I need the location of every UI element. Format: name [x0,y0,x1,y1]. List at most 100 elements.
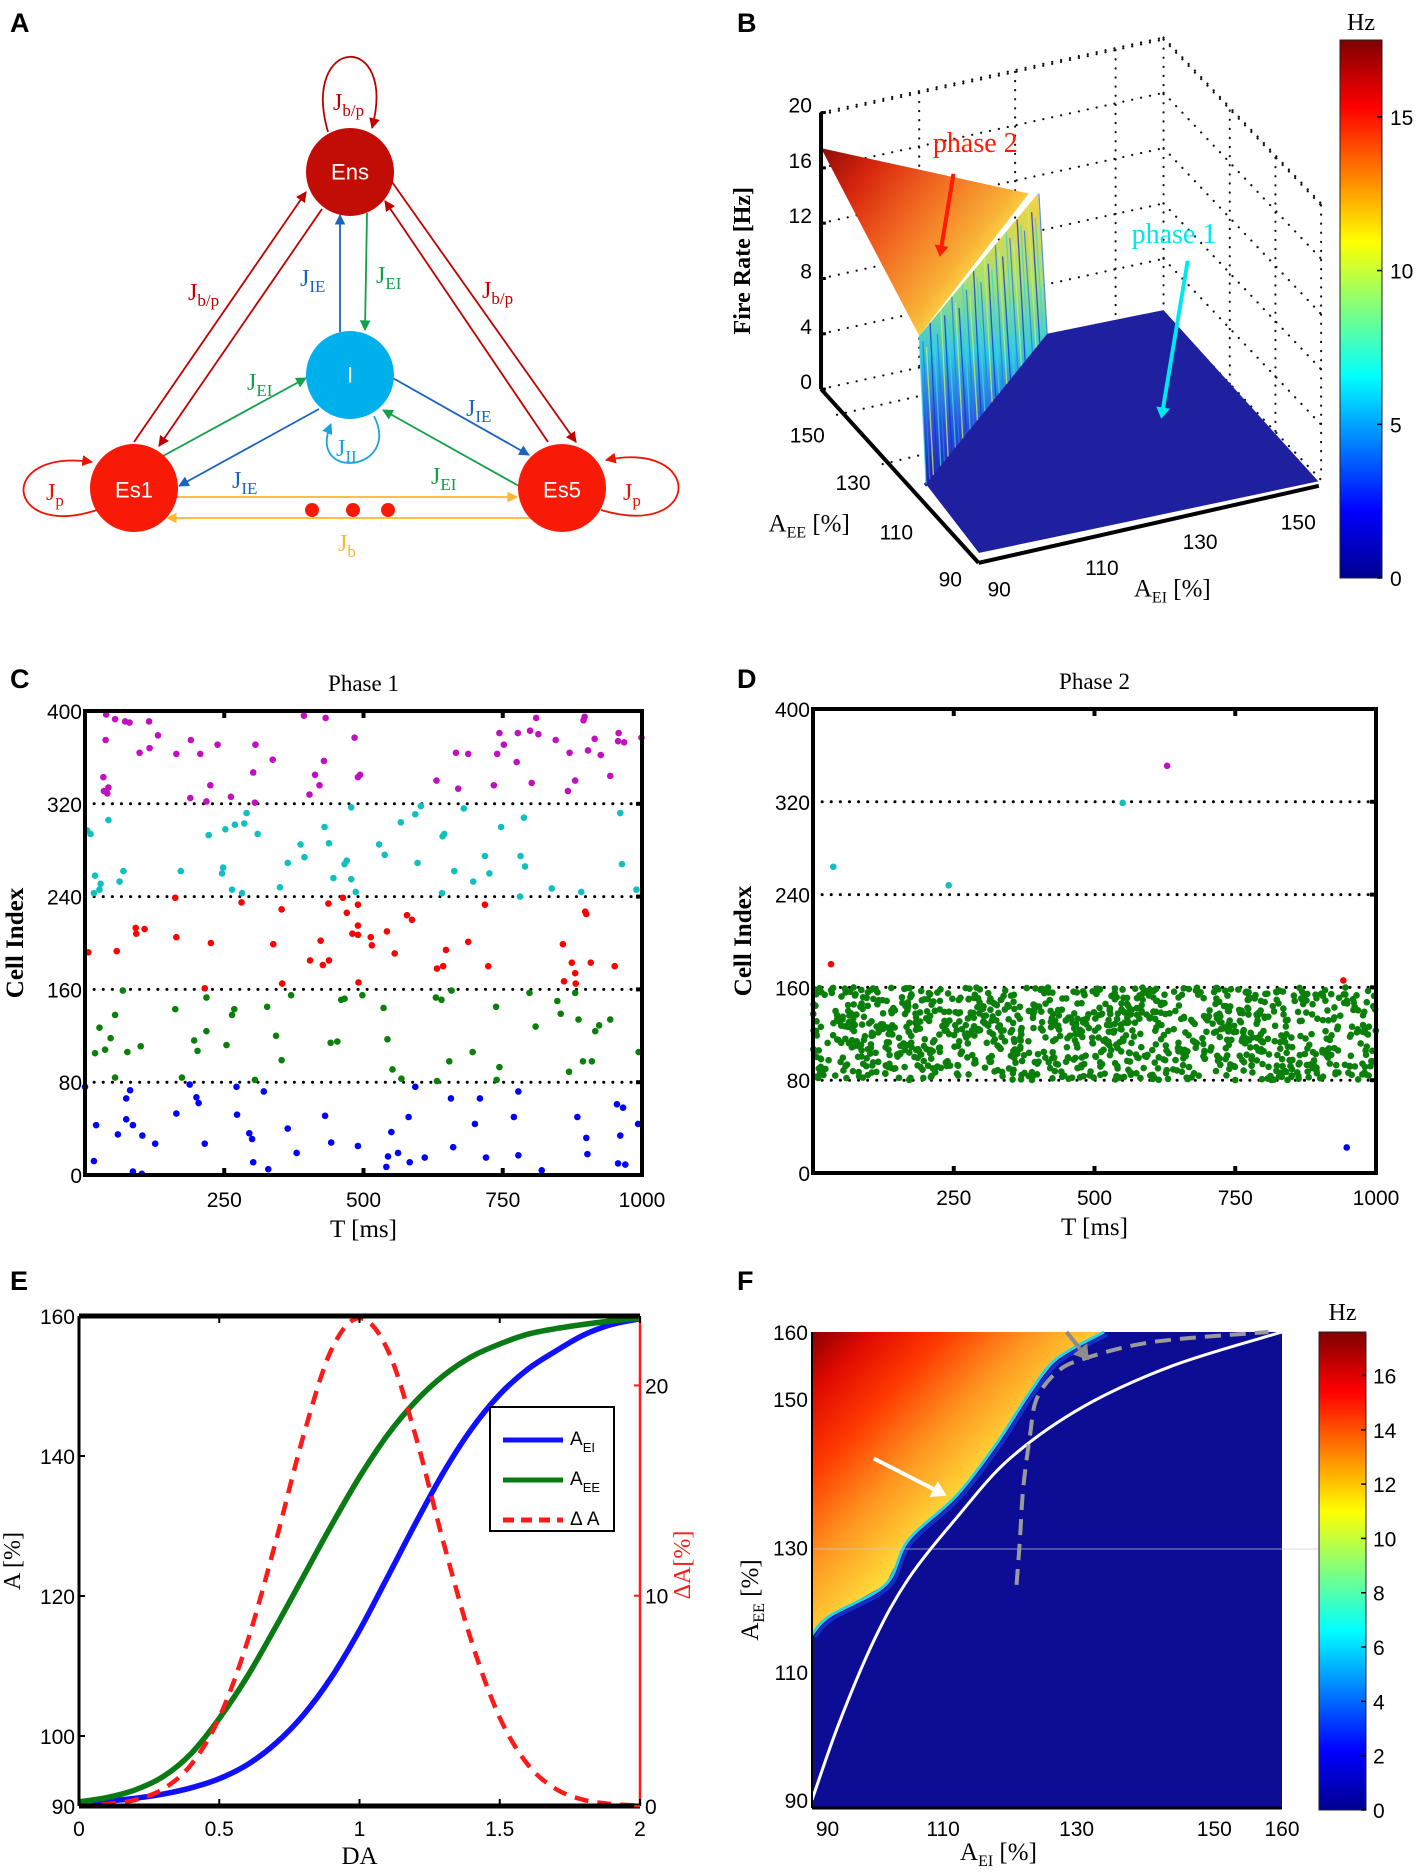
spike-point [497,823,505,831]
spike-point [1348,1023,1356,1031]
spike-point [988,1052,996,1060]
spike-point [1058,1068,1065,1075]
spike-point [1029,1014,1037,1022]
spike-point [96,1024,103,1031]
spike-point [264,1165,272,1173]
spike-point [841,985,849,992]
spike-point [201,984,209,992]
spike-point [1097,1063,1104,1070]
spike-point [848,1044,856,1051]
label-main: J [300,266,309,292]
spike-point [1190,1069,1198,1077]
spike-point [1010,1035,1018,1043]
spike-point [334,1038,341,1045]
spike-point [583,910,590,918]
x-tick-label: 1000 [1353,1187,1400,1210]
spike-group [827,960,1347,984]
spike-point [231,821,239,828]
spike-point [1346,1063,1354,1070]
spike-point [1199,1034,1206,1042]
spike-point [1340,991,1348,998]
self-loop-ens [322,55,380,133]
spike-point [620,739,628,746]
spike-point [272,1032,280,1040]
spike-point [983,1039,991,1047]
spike-point [132,930,140,938]
y-tick-label: 0 [798,1163,810,1186]
spike-point [1098,1010,1106,1017]
grid-line [1162,312,1323,482]
spike-line [965,289,975,425]
spike-point [1336,1012,1344,1020]
spike-point [1216,1061,1224,1069]
spike-point [917,1051,925,1058]
spike-point [1278,1055,1286,1063]
spike-point [611,962,619,970]
spike-point [1280,1011,1287,1018]
spike-point [990,1038,997,1045]
spike-point [970,1014,978,1022]
edge-es5-to-ens [384,200,549,443]
z-tick-label: 8 [800,260,812,283]
spike-point [394,1149,402,1157]
spike-line [962,284,971,430]
spike-point [926,1012,934,1020]
surface-phase-1-plane [923,310,1319,553]
plot-frame [811,707,1378,1175]
spike-point [937,1064,945,1072]
spike-point [934,989,941,996]
spike-point [1120,1073,1128,1081]
spike-line [929,322,938,471]
spike-point [1137,1074,1144,1082]
spike-point [1240,1026,1248,1034]
spike-point [1261,1014,1268,1022]
spike-point [1236,1017,1244,1025]
spike-point [230,1005,238,1013]
spike-point [102,736,109,744]
spike-point [1016,1045,1024,1053]
node-ens-label: Ens [331,160,369,185]
spike-point [1326,1060,1334,1067]
spike-point [1363,1043,1371,1050]
spike-point [1363,998,1371,1006]
edge-label-i-self: JII [336,436,357,466]
spike-point [1240,1058,1248,1066]
colorbar-tick-label: 0 [1373,1800,1385,1823]
spike-point [1305,1074,1312,1081]
y-tick-label: 90 [52,1796,75,1819]
spike-point [1131,985,1139,992]
spike-point [1231,1063,1239,1071]
spike-point [380,1004,387,1012]
spike-point [835,1036,842,1044]
spike-point [1118,1000,1125,1007]
spike-point [1325,1045,1333,1052]
spike-point [572,980,580,987]
spike-point [107,1034,114,1042]
spike-point [867,1044,875,1052]
spike-point [1054,1022,1062,1029]
label-main: A [570,1469,583,1490]
legend-box [489,1406,615,1532]
spike-point [1365,1072,1372,1079]
spike-point [863,994,870,1002]
spike-point [1157,1035,1165,1043]
grid-line [819,202,1165,280]
gray-arrow [1065,1330,1090,1361]
spike-point [207,939,215,947]
annotation-phase-2: phase 2 [933,128,1018,159]
spike-point [571,969,579,977]
arrow-head [1072,1343,1090,1361]
spike-point [1136,992,1143,999]
spike-point [1360,1008,1368,1016]
spike-point [1138,1001,1145,1009]
spike-line [991,269,1001,393]
spike-point [1129,1027,1136,1034]
spike-point [1270,1008,1278,1015]
spike-point [233,1111,241,1118]
spike-point [1364,987,1372,995]
spike-point [1216,1018,1223,1025]
edge-label-i-to-es1: JIE [232,468,257,498]
spike-point [842,1062,849,1070]
spike-point [1170,988,1178,996]
edge-label-i-to-es5: JIE [466,396,491,426]
